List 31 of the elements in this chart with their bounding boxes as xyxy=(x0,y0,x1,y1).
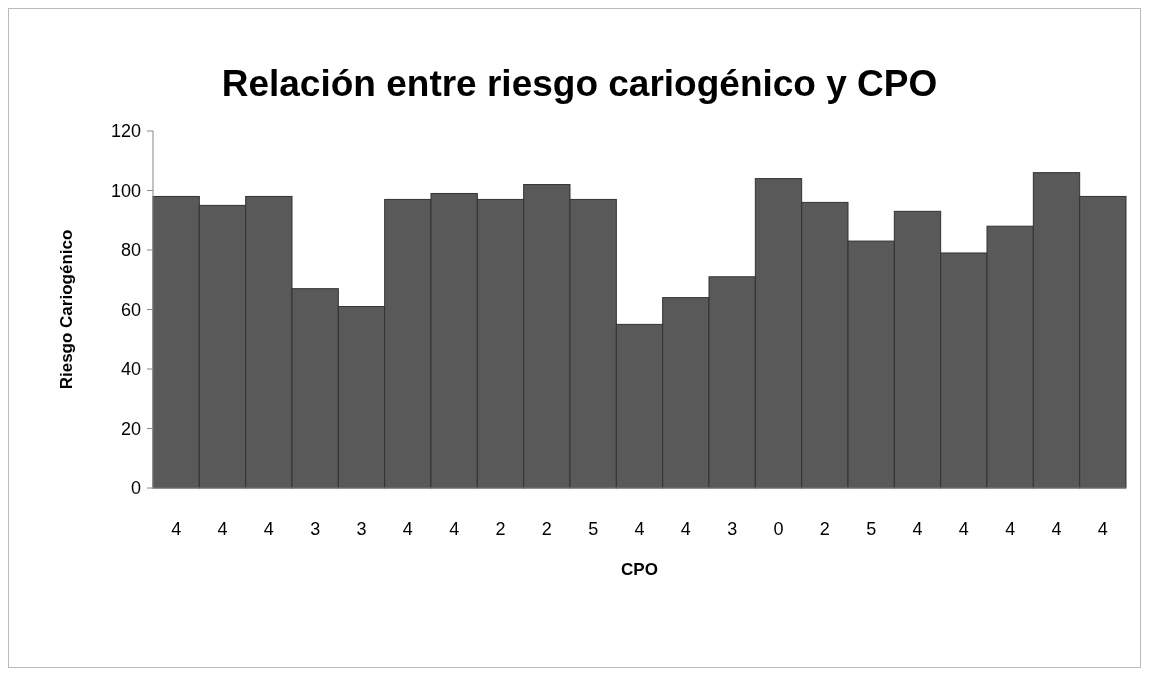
y-tick-label: 80 xyxy=(120,240,141,261)
x-tick-label: 4 xyxy=(1005,519,1016,539)
x-tick-label: 5 xyxy=(588,519,599,539)
chart-title: Relación entre riesgo cariogénico y CPO xyxy=(221,63,938,104)
y-tick-label: 120 xyxy=(110,121,141,142)
x-tick-label: 2 xyxy=(495,519,506,539)
x-tick-label: 4 xyxy=(634,519,645,539)
x-tick-label: 4 xyxy=(449,519,460,539)
x-tick-label: 3 xyxy=(356,519,367,539)
y-axis-title: Riesgo Cariogénico xyxy=(57,229,76,390)
x-axis-title: CPO xyxy=(621,560,658,579)
x-tick-label: 2 xyxy=(541,519,552,539)
x-tick-label: 4 xyxy=(958,519,969,539)
x-tick-label: 3 xyxy=(310,519,321,539)
x-tick-label: 4 xyxy=(217,519,228,539)
x-tick-label: 4 xyxy=(402,519,413,539)
x-tick-label: 4 xyxy=(171,519,182,539)
x-tick-label: 4 xyxy=(1097,519,1108,539)
y-tick-label: 60 xyxy=(120,299,141,320)
x-tick-label: 5 xyxy=(866,519,877,539)
x-tick-label: 4 xyxy=(912,519,923,539)
x-tick-label: 3 xyxy=(727,519,738,539)
x-tick-label: 0 xyxy=(773,519,784,539)
x-tick-label: 2 xyxy=(819,519,830,539)
y-tick-label: 0 xyxy=(130,478,141,499)
x-tick-label: 4 xyxy=(1051,519,1062,539)
y-tick-label: 20 xyxy=(120,418,141,439)
x-tick-label: 4 xyxy=(680,519,691,539)
x-tick-label: 4 xyxy=(263,519,274,539)
y-tick-label: 40 xyxy=(120,359,141,380)
y-tick-label: 100 xyxy=(110,180,141,201)
